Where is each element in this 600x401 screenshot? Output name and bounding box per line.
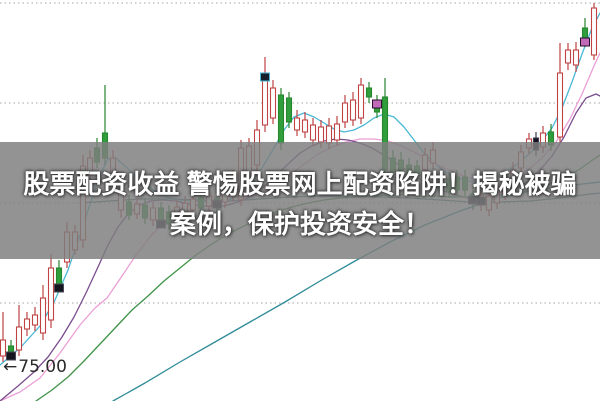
candle-body xyxy=(301,119,309,133)
candle-body xyxy=(31,314,39,326)
caption-line-2: 案例，保护投资安全！ xyxy=(169,209,430,239)
candle-body xyxy=(269,87,277,119)
candle-body xyxy=(325,125,333,144)
price-label-value: 75.00 xyxy=(18,357,67,377)
caption-line-1: 股票配资收益 警惕股票网上配资陷阱！揭秘被骗 xyxy=(23,169,577,199)
candle-body xyxy=(564,49,572,64)
caption-overlay-band: 股票配资收益 警惕股票网上配资陷阱！揭秘被骗 案例，保护投资安全！ xyxy=(0,142,600,259)
candle-body xyxy=(293,117,301,131)
candle-body xyxy=(15,326,23,351)
candle-body xyxy=(333,123,341,141)
signal-marker xyxy=(372,99,382,109)
candle-body xyxy=(341,102,349,123)
signal-marker xyxy=(6,351,16,361)
candle-body xyxy=(572,49,580,66)
candle-body xyxy=(0,339,7,357)
candle-body xyxy=(55,267,63,285)
price-label: ←75.00 xyxy=(3,357,67,377)
candle-body xyxy=(556,72,564,138)
candle-body xyxy=(357,84,365,119)
signal-marker xyxy=(54,283,64,293)
candle-body xyxy=(590,7,598,56)
candle-body xyxy=(349,99,357,121)
candle-body xyxy=(39,297,47,334)
left-arrow-icon: ← xyxy=(3,357,18,377)
signal-marker xyxy=(260,72,270,82)
candle-body xyxy=(277,94,285,144)
candle-body xyxy=(309,124,317,141)
signal-marker xyxy=(580,37,590,47)
candle-body xyxy=(23,318,31,330)
candle-body xyxy=(285,97,293,123)
candle-body xyxy=(317,126,325,143)
candle-body xyxy=(47,267,55,321)
candle-body xyxy=(365,87,373,98)
